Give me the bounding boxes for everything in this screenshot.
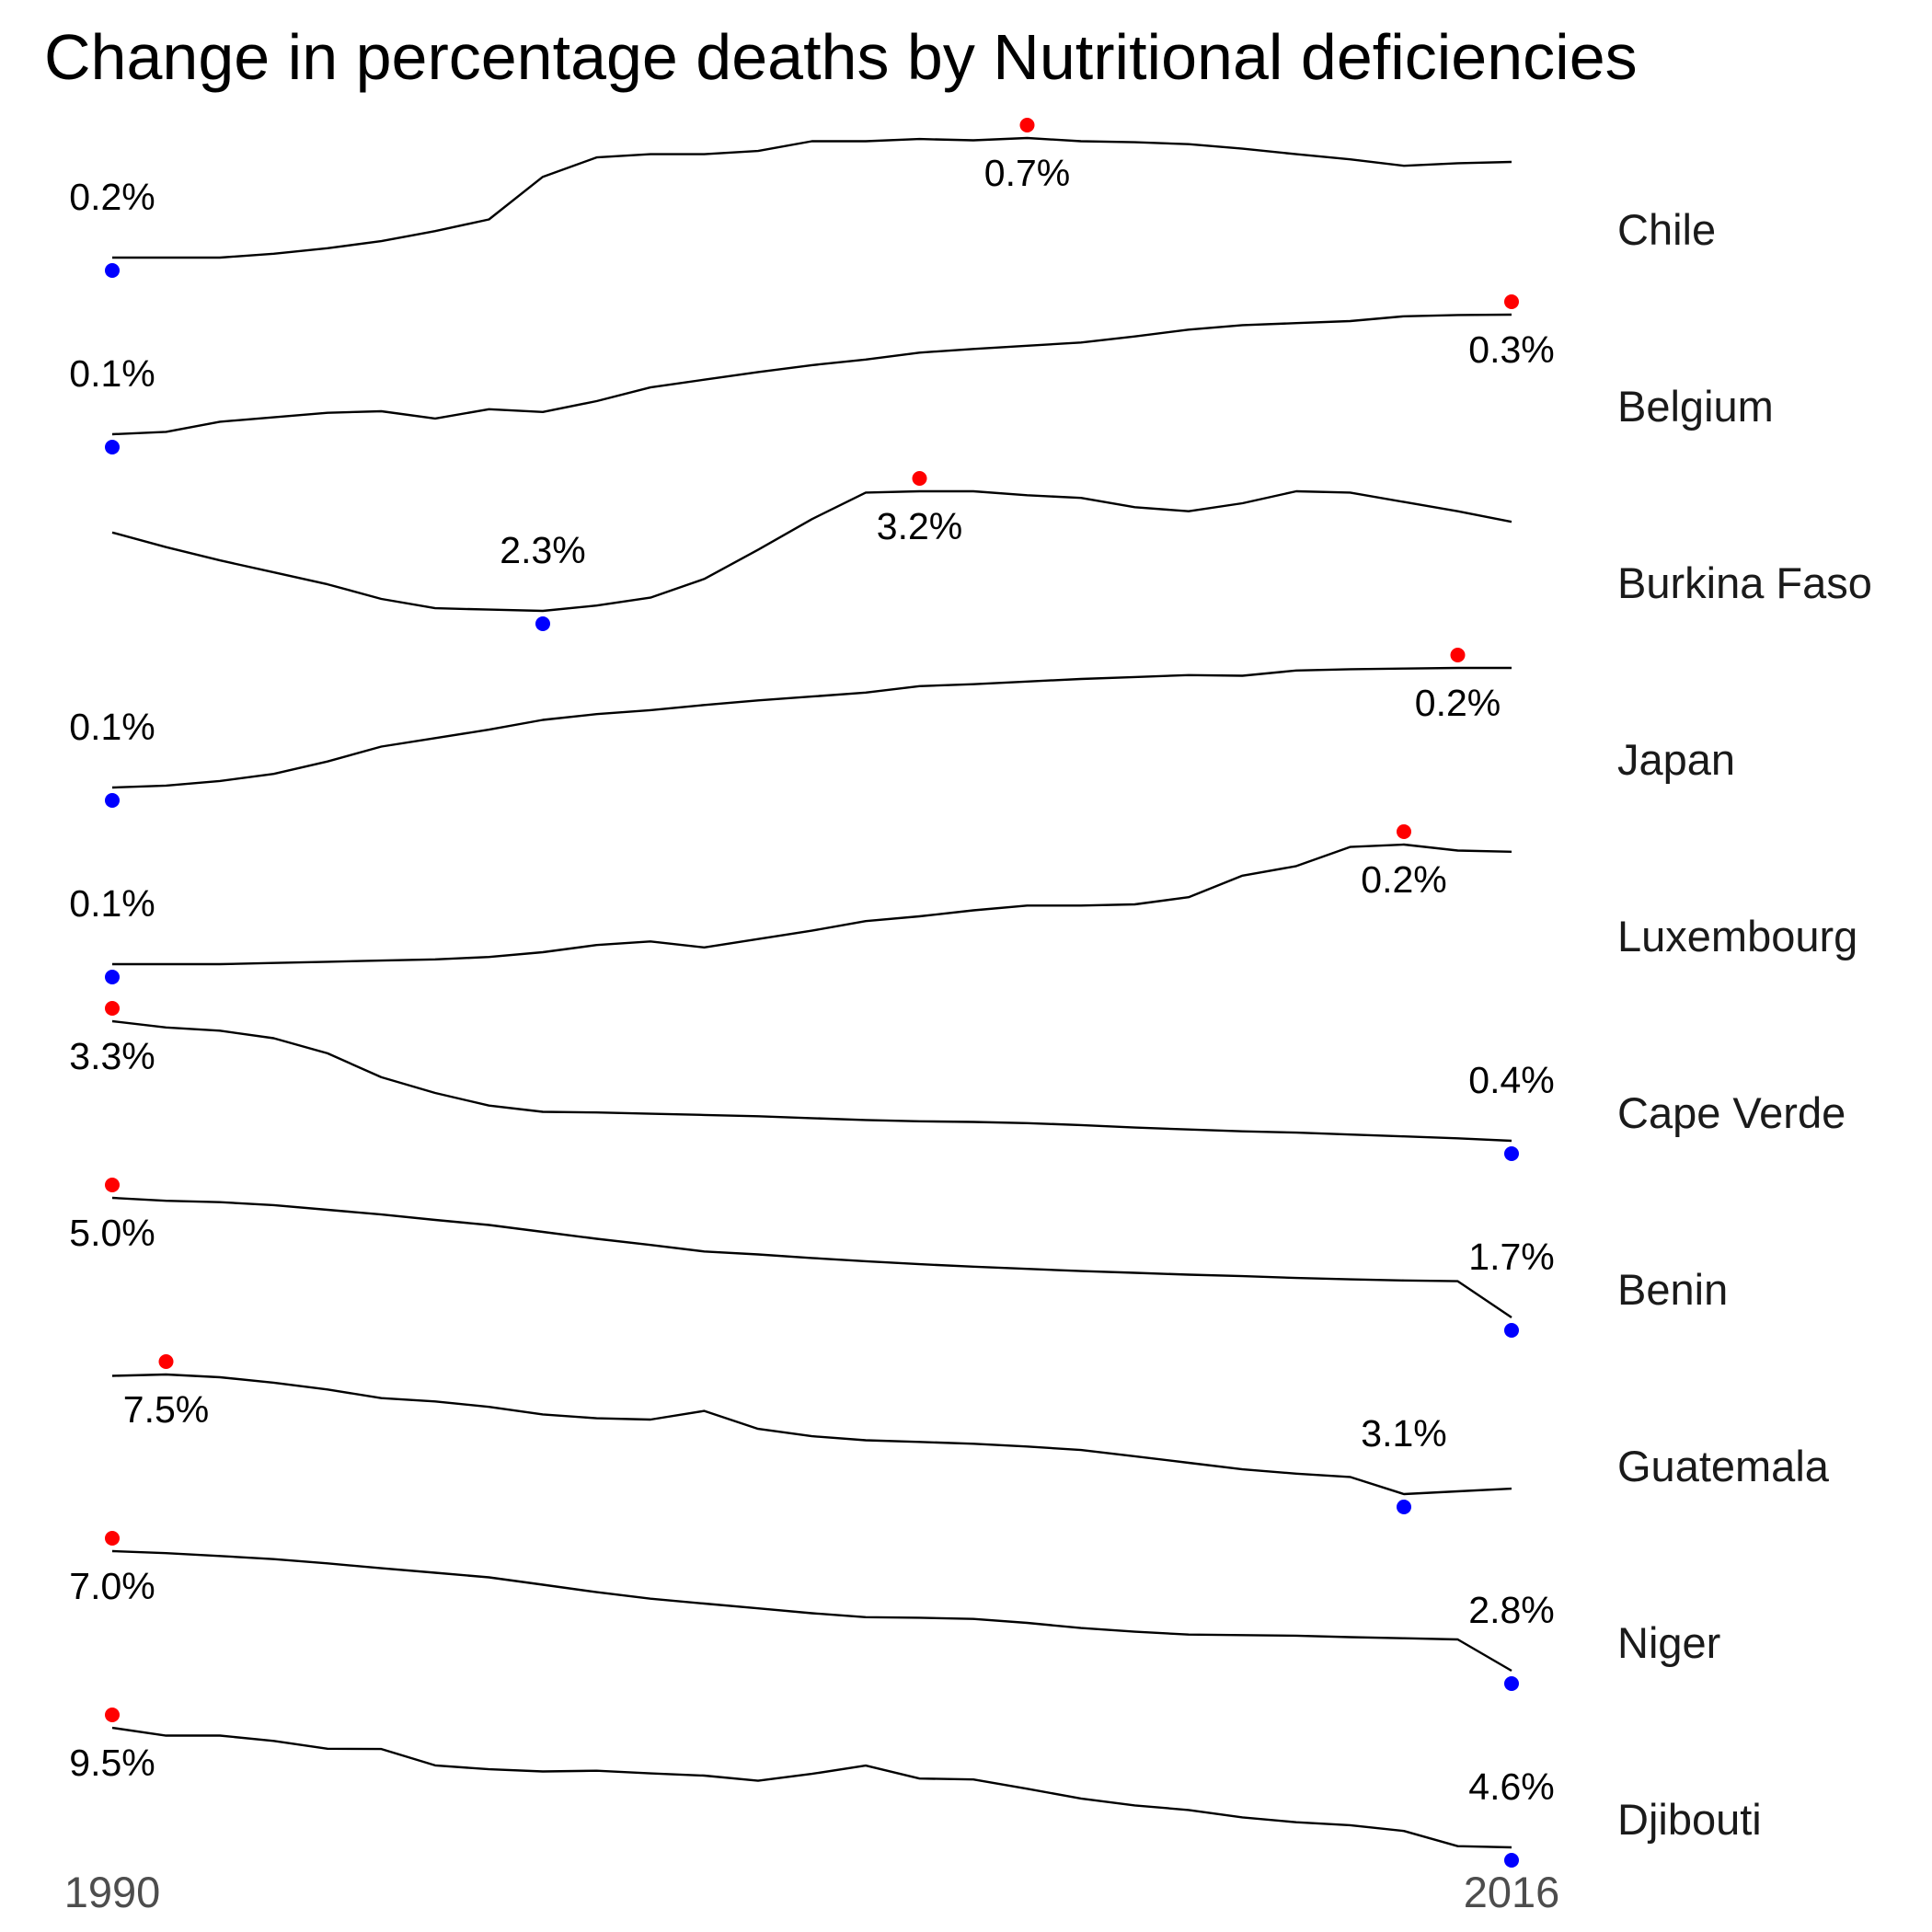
country-label-luxembourg: Luxembourg <box>1617 912 1857 960</box>
country-label-burkina-faso: Burkina Faso <box>1617 558 1872 607</box>
min-point-benin <box>1504 1323 1519 1338</box>
x-end-label: 2016 <box>1464 1868 1560 1916</box>
x-start-label: 1990 <box>64 1868 161 1916</box>
country-label-chile: Chile <box>1617 205 1716 254</box>
max-label-burkina-faso: 3.2% <box>877 505 962 547</box>
series-line-burkina-faso <box>111 489 1512 613</box>
min-point-japan <box>105 793 120 808</box>
country-label-cape-verde: Cape Verde <box>1617 1088 1846 1137</box>
country-label-niger: Niger <box>1617 1618 1720 1667</box>
max-label-belgium: 0.3% <box>1468 328 1554 371</box>
country-label-benin: Benin <box>1617 1265 1728 1314</box>
min-point-chile <box>105 263 120 278</box>
min-point-guatemala <box>1397 1500 1411 1514</box>
max-label-japan: 0.2% <box>1415 682 1501 724</box>
country-label-guatemala: Guatemala <box>1617 1442 1830 1490</box>
row-burkina-faso: 2.3% 3.2% Burkina Faso <box>111 471 1872 631</box>
row-djibouti: 4.6% 9.5% Djibouti <box>69 1708 1762 1868</box>
row-belgium: 0.1% 0.3% Belgium <box>69 294 1774 454</box>
max-point-djibouti <box>105 1708 120 1722</box>
min-label-burkina-faso: 2.3% <box>500 529 585 571</box>
row-luxembourg: 0.1% 0.2% Luxembourg <box>69 824 1857 984</box>
country-label-belgium: Belgium <box>1617 382 1774 431</box>
max-label-guatemala: 7.5% <box>123 1388 209 1431</box>
series-line-benin <box>111 1196 1512 1318</box>
min-point-belgium <box>105 440 120 454</box>
series-line-guatemala <box>111 1373 1512 1496</box>
series-line-luxembourg <box>112 843 1512 966</box>
series-line-chile <box>112 136 1512 259</box>
min-point-burkina-faso <box>535 616 550 631</box>
series-line-djibouti <box>111 1726 1512 1849</box>
row-cape-verde: 0.4% 3.3% Cape Verde <box>69 1001 1846 1161</box>
series-line-belgium <box>111 313 1512 436</box>
min-label-belgium: 0.1% <box>69 352 155 395</box>
row-niger: 2.8% 7.0% Niger <box>69 1531 1720 1691</box>
min-point-cape-verde <box>1504 1146 1519 1161</box>
min-label-djibouti: 4.6% <box>1468 1765 1554 1808</box>
max-point-chile <box>1019 118 1035 132</box>
min-point-luxembourg <box>105 970 120 984</box>
max-point-japan <box>1450 648 1466 662</box>
max-label-benin: 5.0% <box>69 1212 155 1254</box>
min-point-niger <box>1504 1676 1519 1691</box>
min-label-chile: 0.2% <box>69 176 155 218</box>
series-line-japan <box>111 666 1512 789</box>
max-label-luxembourg: 0.2% <box>1361 858 1446 901</box>
min-label-japan: 0.1% <box>69 706 155 748</box>
min-label-benin: 1.7% <box>1468 1236 1554 1278</box>
country-label-djibouti: Djibouti <box>1617 1795 1762 1844</box>
row-japan: 0.1% 0.2% Japan <box>69 648 1735 808</box>
max-point-cape-verde <box>105 1001 120 1016</box>
row-chile: 0.2% 0.7% Chile <box>69 118 1716 278</box>
max-point-belgium <box>1504 294 1519 309</box>
min-label-guatemala: 3.1% <box>1361 1412 1446 1455</box>
max-point-burkina-faso <box>912 471 927 486</box>
max-point-luxembourg <box>1397 824 1411 839</box>
max-point-niger <box>105 1531 120 1546</box>
sparkline-rows: 0.2% 0.7% Chile 0.1% 0.3% Belgium 2.3% 3.2% Burk… <box>69 118 1872 1868</box>
min-label-cape-verde: 0.4% <box>1468 1059 1554 1101</box>
max-label-cape-verde: 3.3% <box>69 1035 155 1077</box>
min-label-niger: 2.8% <box>1468 1589 1554 1631</box>
chart-title: Change in percentage deaths by Nutrition… <box>44 21 1638 93</box>
series-line-cape-verde <box>111 1019 1512 1143</box>
max-point-benin <box>105 1178 120 1192</box>
max-label-niger: 7.0% <box>69 1565 155 1607</box>
min-label-luxembourg: 0.1% <box>69 882 155 925</box>
series-line-niger <box>111 1549 1512 1673</box>
country-label-japan: Japan <box>1617 735 1735 784</box>
min-point-djibouti <box>1504 1853 1519 1868</box>
row-benin: 1.7% 5.0% Benin <box>69 1178 1728 1338</box>
max-label-djibouti: 9.5% <box>69 1742 155 1784</box>
max-point-guatemala <box>158 1354 174 1369</box>
max-label-chile: 0.7% <box>984 152 1070 194</box>
row-guatemala: 3.1% 7.5% Guatemala <box>111 1354 1830 1514</box>
